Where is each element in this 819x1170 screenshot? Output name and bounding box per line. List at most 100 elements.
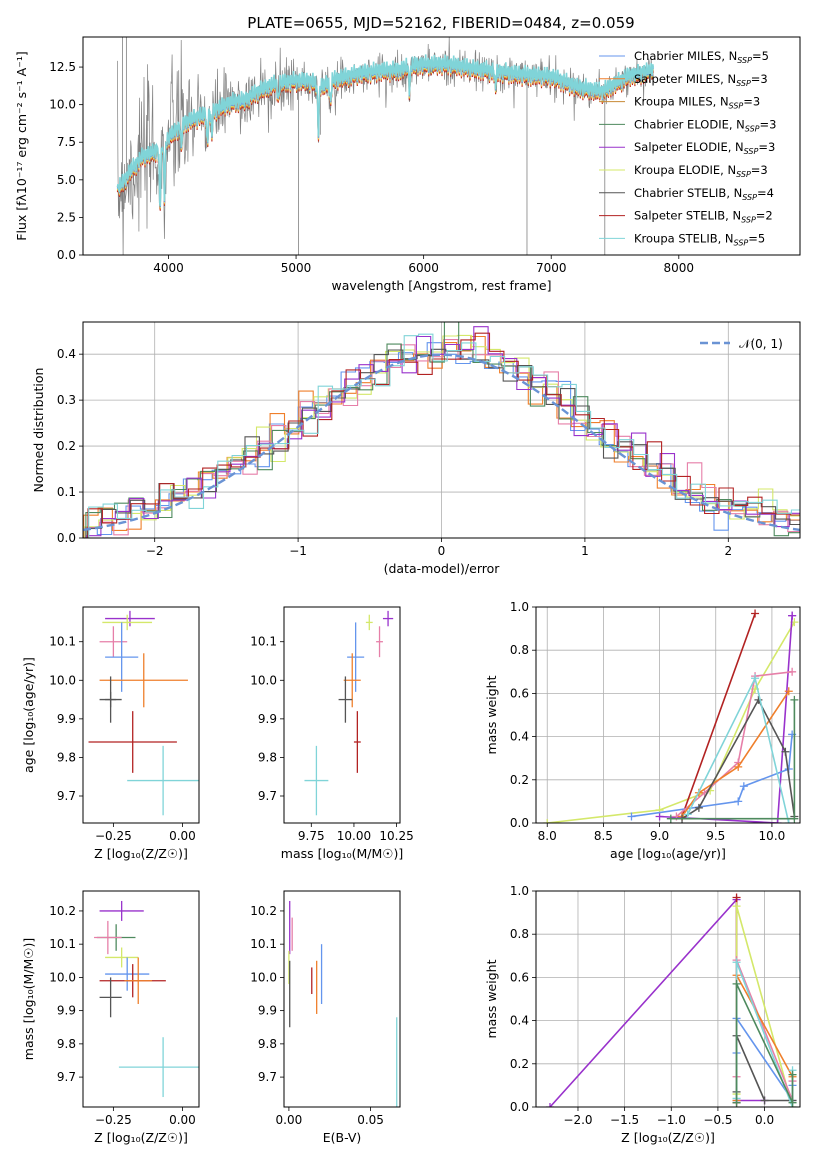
- y-tick-label: 0.1: [57, 485, 76, 499]
- series-marker: [751, 674, 760, 683]
- y-tick-label: 1.0: [510, 884, 529, 898]
- histogram-lines: [83, 322, 800, 538]
- data-point-chabrier-stelib: [105, 676, 117, 723]
- age-vs-mass-panel: 9.75 10.00 10.25 9.7 9.8 9.9 10.0 10.1 mass [log…: [250, 606, 414, 861]
- y-tick-label: 0.0: [510, 816, 529, 830]
- x-tick-label: 9.5: [706, 829, 725, 843]
- series-marker: [788, 1098, 797, 1107]
- y-tick-label: 0.4: [510, 730, 529, 744]
- data-point-pink: [94, 920, 122, 955]
- plot-frame: [283, 606, 401, 824]
- x-axis-label: wavelength [Angstrom, rest frame]: [331, 278, 551, 293]
- data-point-salpeter-stelib: [88, 711, 177, 773]
- series-line-salpeter-elodie: [549, 897, 765, 1107]
- data-point-salpeter-stelib: [353, 711, 361, 773]
- spectrum-lines: [116, 37, 655, 255]
- series-marker: [655, 812, 664, 821]
- series-marker: [784, 819, 793, 823]
- series-marker: [751, 609, 760, 618]
- x-tick-label: 0.00: [169, 829, 196, 843]
- series-marker: [739, 782, 748, 791]
- x-axis-label: Z [log₁₀(Z/Z☉)]: [94, 1130, 188, 1145]
- y-tick-label: 10.0: [250, 673, 277, 687]
- x-axis-label: Z [log₁₀(Z/Z☉)]: [621, 1130, 715, 1145]
- series-marker: [545, 1103, 554, 1107]
- x-axis-label: (data-model)/error: [384, 561, 501, 576]
- series-marker: [754, 695, 763, 704]
- figure-title: PLATE=0655, MJD=52162, FIBERID=0484, z=0…: [247, 14, 634, 32]
- series-marker: [732, 1098, 741, 1107]
- y-tick-label: 9.9: [57, 1004, 76, 1018]
- error-bars: [94, 900, 199, 1098]
- y-tick-label: 10.0: [250, 970, 277, 984]
- x-axis-label: Z [log₁₀(Z/Z☉)]: [94, 846, 188, 861]
- y-tick-label: 0.4: [57, 347, 76, 361]
- data-point-salpeter-elodie: [382, 610, 394, 627]
- y-axis-label: Flux [fλ10⁻¹⁷ erg cm⁻² s⁻¹ A⁻¹]: [14, 51, 29, 240]
- histogram-salpeter-stelib: [87, 332, 800, 538]
- x-tick-label: 9.75: [298, 829, 325, 843]
- series-line-salpeter-miles: [681, 690, 790, 817]
- y-tick-label: 10.1: [250, 937, 277, 951]
- y-tick-label: 7.5: [57, 135, 76, 149]
- mass-vs-metallicity-panel: −0.25 0.00 9.7 9.8 9.9 10.0 10.1 10.2 Z [log₁₀(Z…: [21, 890, 200, 1145]
- weight-lines: [545, 893, 797, 1107]
- y-tick-label: 0.6: [510, 686, 529, 700]
- x-tick-label: 2: [724, 544, 732, 558]
- series-marker: [683, 810, 692, 819]
- histogram-salpeter-elodie: [86, 326, 800, 538]
- x-tick-label: −1.5: [610, 1113, 639, 1127]
- legend-entry: Salpeter ELODIE, NSSP=3: [634, 140, 775, 156]
- x-tick-label: 8.0: [538, 829, 557, 843]
- series-marker: [732, 958, 741, 967]
- x-tick-label: 0.00: [169, 1113, 196, 1127]
- series-marker: [784, 687, 793, 696]
- y-tick-label: 0.0: [57, 531, 76, 545]
- x-tick-label: −0.5: [703, 1113, 732, 1127]
- y-tick-label: 0.3: [57, 393, 76, 407]
- residual-histogram-panel: −2 −1 0 1 2 0.0 0.1 0.2 0.3 0.4 (data-model)/error…: [31, 321, 801, 576]
- data-point-kroupa-stelib: [304, 745, 329, 816]
- y-tick-label: 0.2: [510, 1057, 529, 1071]
- data-point-chabrier-miles: [347, 622, 365, 692]
- weight-lines: [543, 609, 799, 823]
- series-line-salpeter-stelib: [681, 613, 756, 817]
- series-marker: [732, 893, 741, 902]
- x-tick-label: 5000: [281, 261, 312, 275]
- legend-entry: Salpeter STELIB, NSSP=2: [634, 209, 773, 225]
- legend-entry: Salpeter MILES, NSSP=3: [634, 72, 768, 88]
- series-line-chabrier-miles: [631, 734, 793, 818]
- mass-vs-extinction-panel: 0.00 0.05 9.7 9.8 9.9 10.0 10.1 10.2 E(B-V): [250, 890, 401, 1145]
- data-point-salpeter-miles: [124, 957, 153, 1004]
- spectrum-panel: 4000 5000 6000 7000 8000 0.0 2.5 5.0 7.5 10.0 12.5…: [14, 36, 801, 293]
- data-point-chabrier-stelib: [338, 676, 353, 723]
- data-point-kroupa-elodie: [102, 614, 153, 631]
- series-marker: [734, 762, 743, 771]
- data-point-chabrier-miles: [105, 957, 150, 991]
- x-tick-label: −2.0: [563, 1113, 592, 1127]
- data-point-salpeter-miles: [343, 653, 361, 708]
- series-marker: [666, 814, 675, 823]
- y-tick-label: 9.7: [57, 789, 76, 803]
- data-point-kroupa-elodie: [105, 947, 139, 968]
- y-tick-label: 1.0: [510, 600, 529, 614]
- histogram-salpeter-miles: [83, 335, 800, 538]
- series-marker: [734, 797, 743, 806]
- data-point-pink: [376, 626, 383, 658]
- x-tick-label: 10.00: [337, 829, 371, 843]
- x-tick-label: −0.25: [95, 1113, 132, 1127]
- series-marker: [788, 1070, 797, 1079]
- y-tick-label: 9.9: [57, 712, 76, 726]
- data-point-kroupa-stelib: [127, 745, 199, 816]
- x-axis-label: mass [log₁₀(M/M☉)]: [281, 846, 403, 861]
- y-tick-label: 0.8: [510, 643, 529, 657]
- series-marker: [790, 814, 799, 823]
- plot-frame: [283, 890, 401, 1108]
- y-tick-label: 0.0: [510, 1100, 529, 1114]
- y-tick-label: 0.2: [57, 439, 76, 453]
- x-axis-label: E(B-V): [323, 1130, 362, 1145]
- y-tick-label: 9.9: [258, 712, 277, 726]
- y-axis-label: mass weight: [484, 675, 499, 754]
- mass-weight-vs-age-panel: 8.0 8.5 9.0 9.5 10.0 0.0 0.2 0.4 0.6 0.8 1.0 age [l…: [484, 600, 801, 861]
- y-tick-label: 10.1: [49, 937, 76, 951]
